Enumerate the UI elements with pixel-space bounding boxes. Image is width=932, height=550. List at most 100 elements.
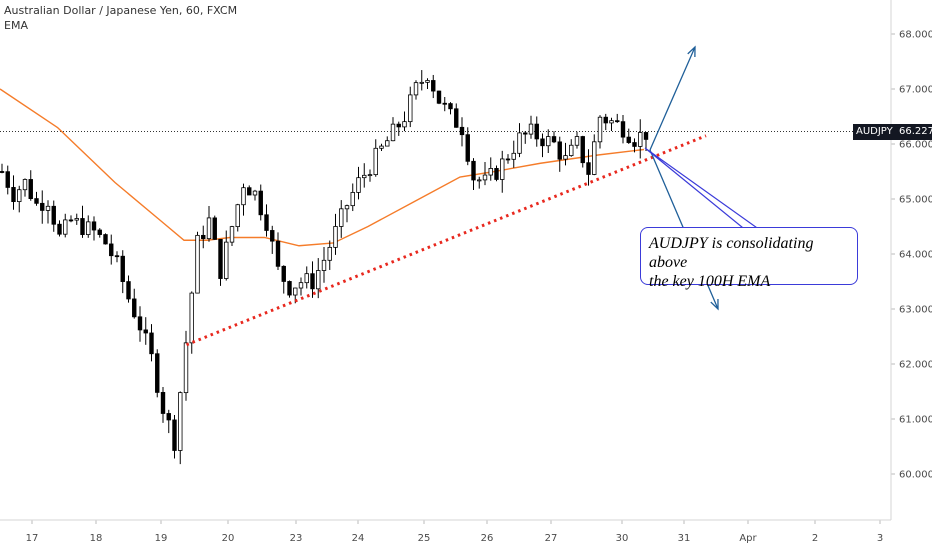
candle-body	[11, 187, 16, 203]
candle-body	[149, 332, 154, 355]
candle-body	[247, 187, 252, 196]
candle-body	[310, 273, 315, 290]
annotation-line-2: the key 100H EMA	[649, 273, 771, 290]
candle-body	[57, 223, 62, 235]
candle-body	[574, 136, 580, 146]
candle-body	[17, 189, 22, 203]
candle-body	[126, 281, 131, 300]
candle-body	[379, 145, 384, 149]
x-tick-label: 27	[545, 533, 558, 544]
candle-body	[0, 171, 5, 173]
callout-pointer-wedge	[644, 147, 762, 233]
x-tick-label: 24	[352, 533, 365, 544]
x-tick-label: 2	[812, 533, 818, 544]
candle-body	[402, 121, 407, 128]
candle-body	[505, 158, 511, 161]
y-tick-label: 68.000	[899, 30, 932, 41]
candle-body	[517, 132, 522, 154]
candle-body	[597, 116, 603, 143]
candle-body	[224, 241, 229, 279]
annotation-callout[interactable]: AUDJPY is consolidating above the key 10…	[640, 227, 858, 290]
y-tick-label: 65.000	[899, 195, 932, 206]
candle-body	[68, 219, 74, 222]
candle-body	[563, 155, 568, 160]
candle-body	[609, 120, 614, 124]
candle-body	[557, 141, 562, 160]
candle-body	[546, 136, 551, 147]
candle-body	[103, 234, 108, 245]
annotation-line-1: AUDJPY is consolidating above	[649, 235, 814, 271]
candle-body	[321, 259, 327, 271]
candle-body	[120, 255, 125, 282]
candle-body	[109, 243, 114, 257]
y-tick-label: 64.000	[899, 250, 932, 261]
candle-body	[143, 329, 148, 334]
ema-line	[0, 88, 645, 247]
candle-body	[528, 123, 534, 135]
candle-body	[298, 282, 304, 289]
candle-body	[643, 132, 649, 140]
callout-pointer	[644, 147, 762, 233]
candle-body	[586, 162, 591, 175]
candle-body	[367, 174, 373, 177]
candle-body	[385, 140, 390, 147]
candle-body	[638, 132, 643, 147]
chart-title: Australian Dollar / Japanese Yen, 60, FX…	[4, 4, 238, 17]
candle-body	[500, 158, 505, 180]
candle-body	[34, 198, 39, 204]
candle-body	[540, 138, 545, 147]
candle-body	[189, 292, 194, 344]
candle-body	[327, 246, 332, 261]
candle-body	[465, 134, 470, 162]
candle-body	[488, 168, 493, 176]
candle-body	[551, 136, 557, 143]
candle-body	[132, 298, 137, 318]
candle-body	[201, 234, 206, 240]
candle-body	[241, 187, 246, 206]
x-tick-label: 19	[155, 533, 168, 544]
candle-body	[22, 179, 28, 191]
candle-body	[523, 132, 528, 135]
candle-body	[408, 94, 413, 123]
candle-body	[195, 234, 200, 294]
candle-body	[281, 265, 286, 282]
candle-body	[511, 152, 516, 160]
candle-body	[339, 208, 344, 227]
candle-body	[80, 218, 85, 235]
y-tick-label: 66.000	[899, 140, 932, 151]
candle-body	[459, 126, 465, 136]
y-tick-label: 67.000	[899, 85, 932, 96]
candle-body	[436, 90, 442, 104]
symbol-tag: AUDJPY	[853, 123, 896, 140]
candle-body	[356, 177, 361, 193]
candle-body	[74, 218, 79, 221]
candle-body	[615, 120, 620, 123]
last-price-tag: 66.227	[896, 123, 932, 140]
candle-body	[5, 171, 10, 188]
candle-body	[40, 202, 45, 211]
x-tick-label: Apr	[739, 533, 757, 544]
candle-body	[362, 174, 367, 179]
candle-body	[534, 123, 539, 140]
candle-body	[390, 123, 396, 142]
y-tick-label: 62.000	[899, 360, 932, 371]
candle-body	[229, 226, 235, 243]
candle-body	[413, 82, 419, 96]
candle-body	[293, 287, 298, 296]
candle-body	[350, 192, 355, 207]
candle-body	[419, 81, 424, 84]
candle-body	[454, 108, 459, 128]
x-tick-label: 26	[481, 533, 494, 544]
indicator-label[interactable]: EMA	[4, 19, 28, 32]
x-tick-label: 3	[877, 533, 883, 544]
candle-body	[45, 205, 51, 211]
candle-body	[183, 342, 189, 394]
x-tick-label: 17	[26, 533, 39, 544]
candle-body	[28, 179, 33, 199]
x-tick-label: 31	[678, 533, 691, 544]
candle-body	[287, 281, 292, 296]
candle-body	[471, 160, 476, 181]
support-trendline	[185, 134, 707, 347]
bullish-arrow-head	[687, 45, 696, 58]
